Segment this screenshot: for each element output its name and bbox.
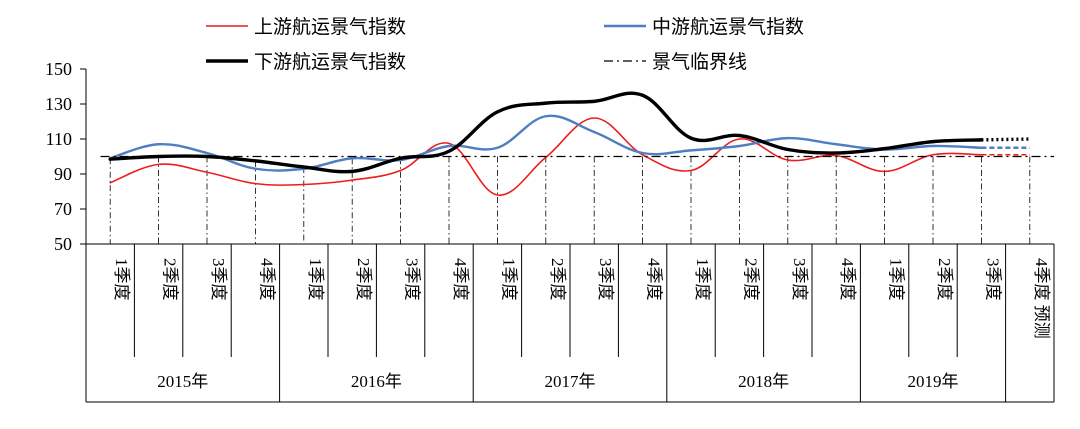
year-label: 2017年 [545,372,596,391]
x-tick-label: 3季度 [209,258,228,301]
x-tick-label: 1季度 [499,258,518,301]
x-tick-label: 3季度 [983,258,1002,301]
series-line-0 [109,117,983,196]
y-tick-label: 150 [45,59,72,79]
series-line-2 [108,91,984,174]
x-tick-label: 1季度 [693,258,712,301]
x-tick-label: 1季度 [112,258,131,301]
series-forecast-2 [981,137,1030,142]
x-tick-label: 1季度 [306,258,325,301]
x-tick-label: 2季度 [548,258,567,301]
y-tick-label: 70 [54,199,72,219]
x-tick-label: 4季度 预测 [1032,258,1051,339]
legend-label: 中游航运景气指数 [652,16,804,38]
x-tick-label: 2季度 [354,258,373,301]
year-label: 2015年 [157,372,208,391]
x-tick-label: 3季度 [790,258,809,301]
x-tick-label: 3季度 [403,258,422,301]
x-tick-label: 4季度 [257,258,276,301]
y-tick-label: 50 [54,234,72,254]
x-axis-categories: 1季度 2季度 3季度 4季度 1季度 2季度 3季度 4季度 1季度 2季度 3季度 4季度 1季度 2… [112,258,1051,391]
y-tick-label: 90 [54,164,72,184]
year-label: 2016年 [351,372,402,391]
x-tick-label: 1季度 [887,258,906,301]
y-tick-label: 130 [45,94,72,114]
legend-label: 下游航运景气指数 [254,51,406,73]
guide-lines [109,156,1031,244]
series-line-1 [109,114,983,172]
year-label: 2018年 [738,372,789,391]
year-label: 2019年 [908,372,959,391]
x-tick-label: 4季度 [645,258,664,301]
x-tick-label: 3季度 [596,258,615,301]
axes: 50 70 90 110 130 150 [45,59,1055,403]
x-tick-label: 2季度 [741,258,760,301]
x-tick-label: 2季度 [935,258,954,301]
x-tick-label: 2季度 [161,258,180,301]
x-tick-label: 4季度 [451,258,470,301]
x-tick-label: 4季度 [838,258,857,301]
y-tick-label: 110 [46,129,72,149]
legend-label: 上游航运景气指数 [254,16,406,38]
legend-label: 景气临界线 [652,51,747,73]
series-lines [100,91,1054,196]
